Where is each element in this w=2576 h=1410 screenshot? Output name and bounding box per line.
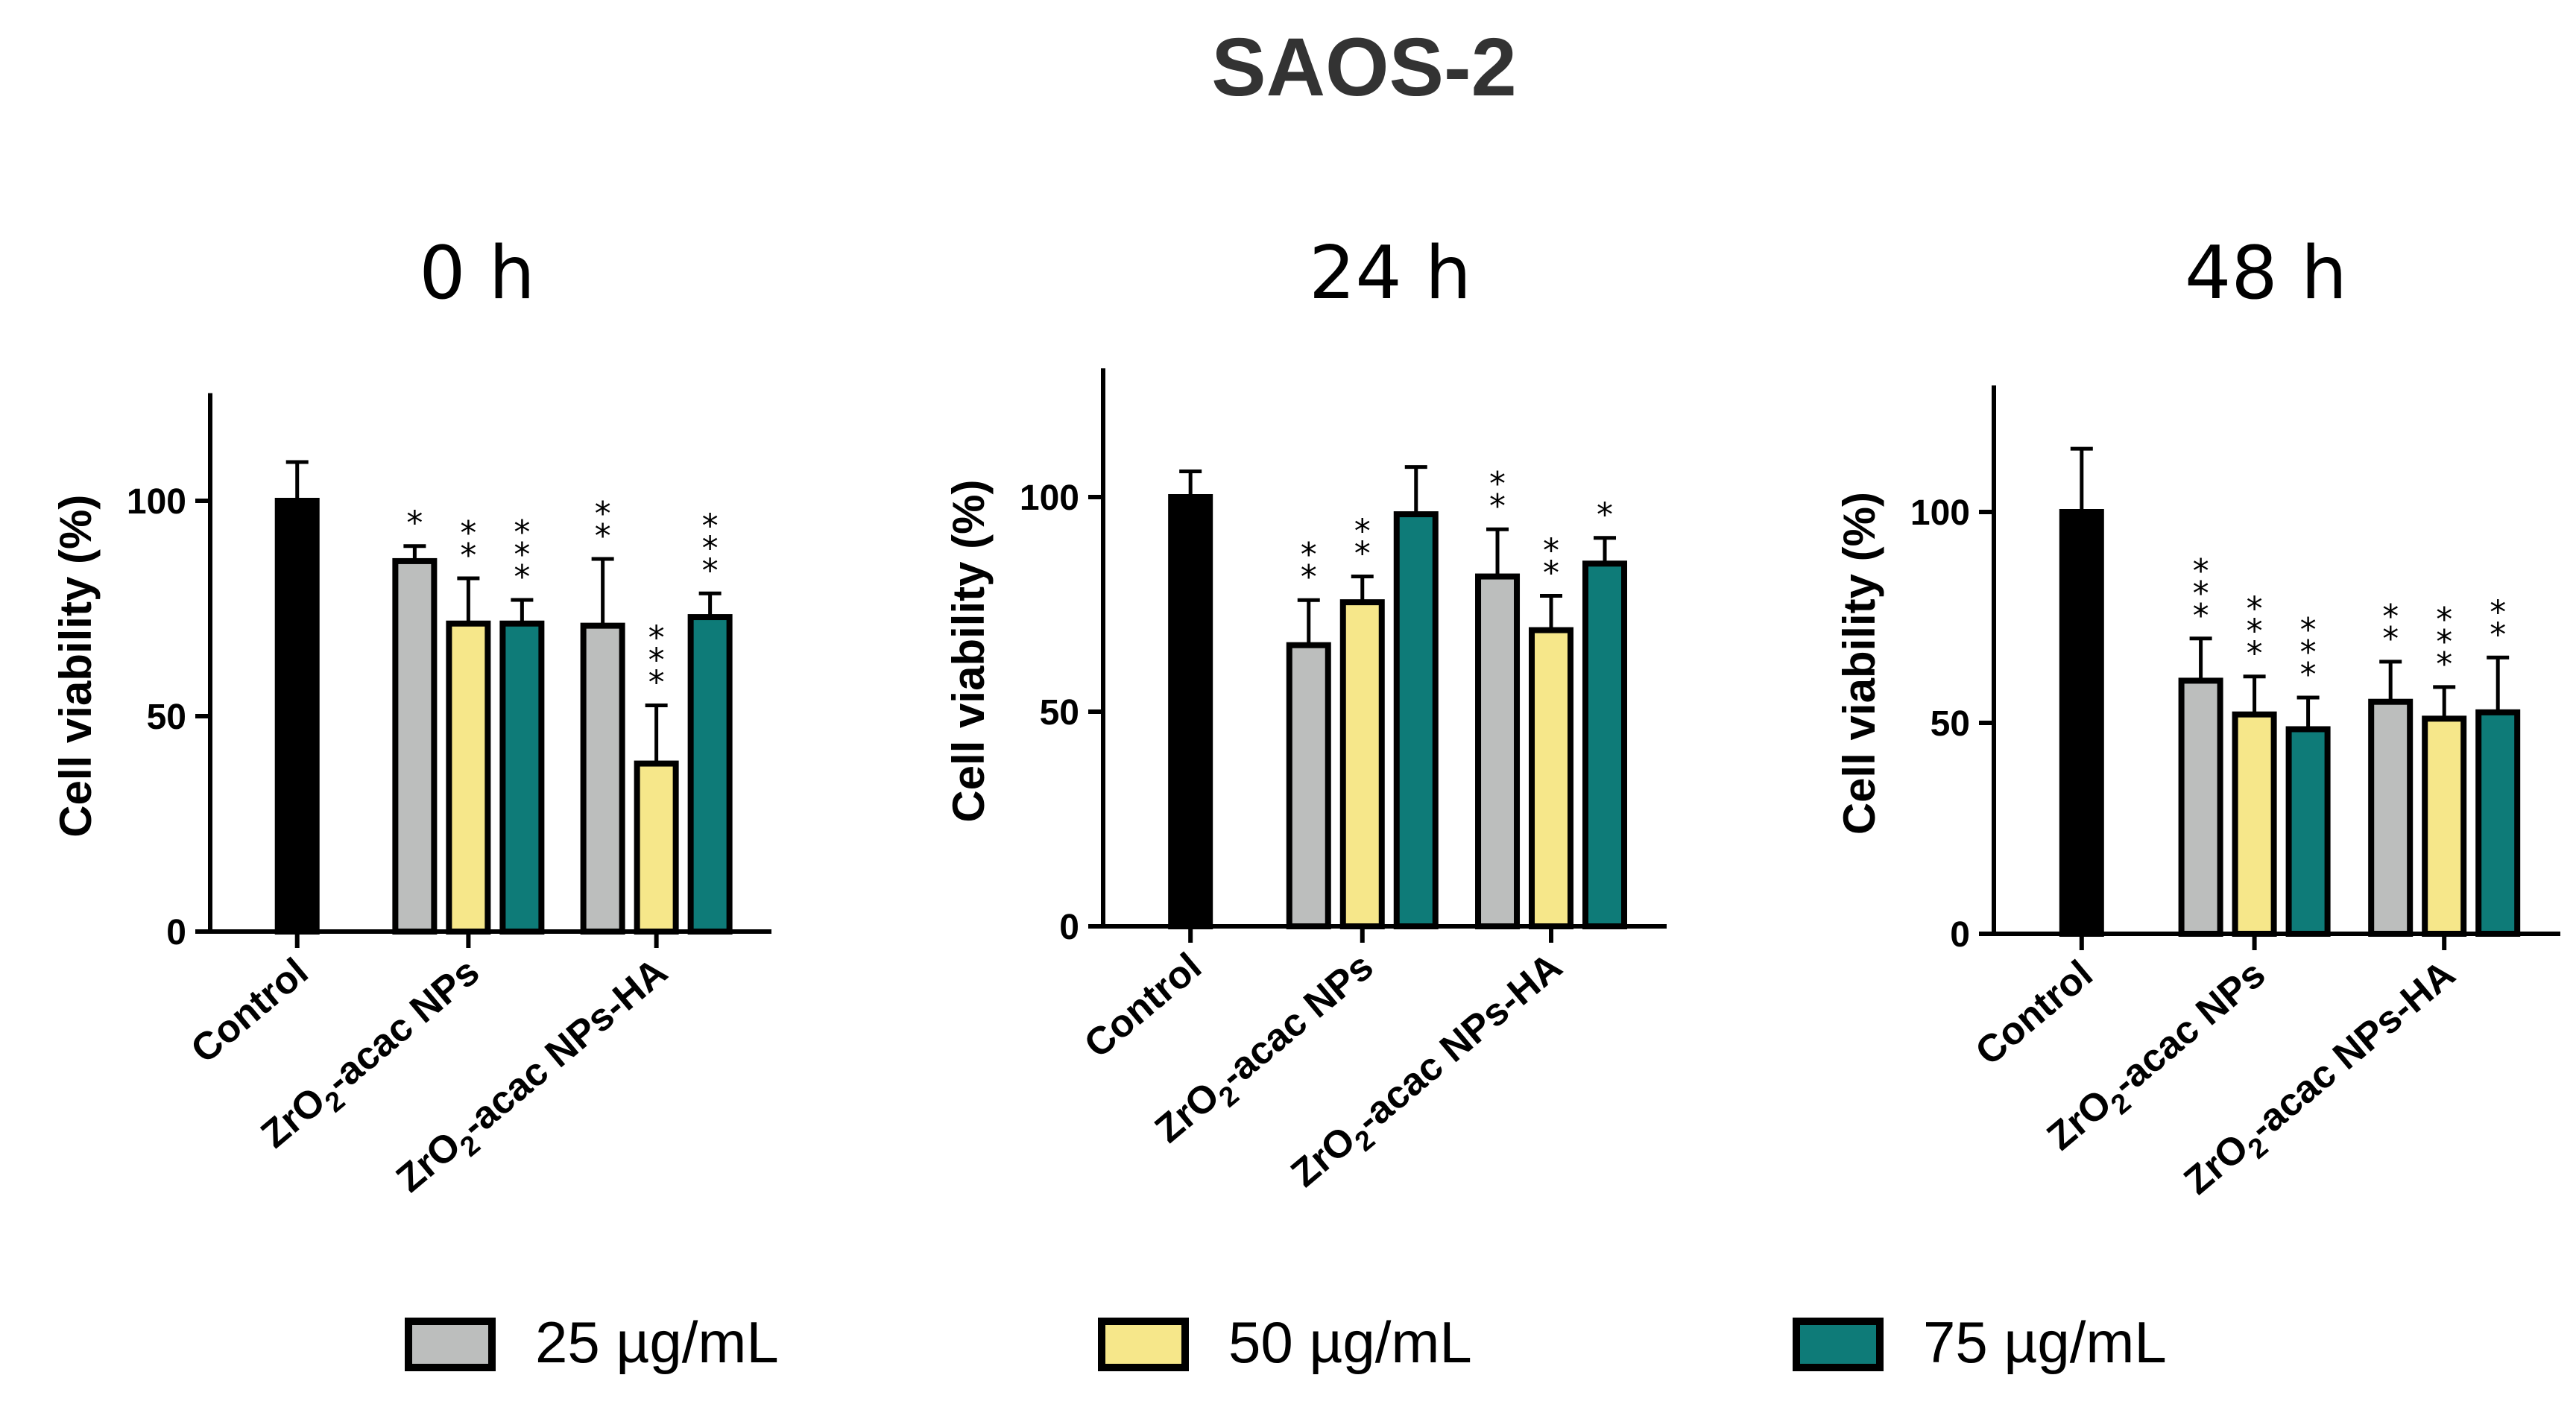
significance-star: * <box>2300 656 2317 694</box>
bar <box>2059 509 2104 937</box>
significance-star: * <box>2247 590 2263 628</box>
significance-star: * <box>702 551 719 589</box>
y-tick-label: 50 <box>1040 693 1079 733</box>
significance-star: * <box>514 536 530 574</box>
y-tick-label: 0 <box>1950 915 1970 955</box>
significance-star: * <box>514 513 530 551</box>
panel-title: 48 h <box>2185 231 2347 316</box>
bar <box>2422 715 2467 938</box>
significance-star: * <box>2382 598 2399 636</box>
significance-star: * <box>595 517 611 555</box>
significance-star: * <box>460 537 476 575</box>
bar <box>1339 599 1385 929</box>
significance-star: * <box>1354 513 1371 551</box>
bar <box>274 498 320 935</box>
significance-star: * <box>2193 597 2209 635</box>
significance-star: * <box>2490 616 2506 654</box>
significance-star: * <box>1301 536 1317 574</box>
bar <box>634 760 679 935</box>
legend-label: 50 µg/mL <box>1228 1309 1472 1375</box>
significance-star: * <box>2300 611 2317 649</box>
bar <box>2232 711 2277 937</box>
significance-star: * <box>2382 620 2399 658</box>
bar <box>1475 573 1521 929</box>
significance-star: * <box>648 619 665 657</box>
y-tick-label: 100 <box>1910 493 1970 533</box>
significance-star: * <box>2436 601 2452 639</box>
bar <box>580 622 625 935</box>
significance-star: * <box>1301 558 1317 596</box>
y-tick-label: 50 <box>147 698 186 737</box>
significance-star: * <box>1543 554 1559 592</box>
legend: 25 µg/mL 50 µg/mL 75 µg/mL <box>405 1309 2167 1375</box>
significance-star: * <box>1597 496 1613 534</box>
y-tick-label: 100 <box>1020 478 1079 518</box>
y-tick-label: 0 <box>166 913 186 952</box>
significance-star: * <box>2193 552 2209 590</box>
bar <box>1529 627 1574 929</box>
legend-label: 25 µg/mL <box>535 1309 779 1375</box>
significance-star: * <box>702 507 719 545</box>
significance-star: * <box>648 642 665 680</box>
legend-swatch <box>1793 1318 1884 1371</box>
y-tick-label: 0 <box>1059 908 1079 947</box>
bar <box>392 557 438 935</box>
y-axis-label: Cell viability (%) <box>944 480 994 823</box>
significance-star: * <box>595 495 611 533</box>
legend-label: 75 µg/mL <box>1923 1309 2167 1375</box>
y-tick-label: 50 <box>1931 704 1970 744</box>
bar <box>1168 494 1213 929</box>
significance-star: * <box>2247 613 2263 651</box>
bar <box>2178 677 2223 938</box>
significance-star: * <box>2490 593 2506 631</box>
significance-star: * <box>1489 487 1506 525</box>
significance-star: * <box>648 664 665 702</box>
panel-title: 0 h <box>419 231 535 316</box>
category-label: Control <box>1076 945 1210 1066</box>
significance-star: * <box>460 514 476 552</box>
significance-star: * <box>406 505 423 543</box>
bar <box>499 620 545 935</box>
significance-star: * <box>2193 575 2209 613</box>
figure-title: SAOS-2 <box>1211 22 1517 113</box>
bar <box>446 620 491 935</box>
significance-star: * <box>702 529 719 567</box>
panel-title: 24 h <box>1309 231 1471 316</box>
significance-star: * <box>1543 531 1559 569</box>
bar <box>1582 560 1628 930</box>
significance-star: * <box>514 558 530 596</box>
y-axis-label: Cell viability (%) <box>1834 492 1884 835</box>
significance-star: * <box>2247 635 2263 673</box>
significance-star: * <box>1489 465 1506 503</box>
significance-star: * <box>1354 535 1371 573</box>
legend-swatch <box>405 1318 496 1371</box>
category-label: Control <box>1968 952 2101 1074</box>
bar <box>1286 642 1331 929</box>
category-label: Control <box>183 950 317 1072</box>
bar <box>1393 511 1439 929</box>
y-tick-label: 100 <box>127 482 186 522</box>
significance-star: * <box>2436 623 2452 661</box>
significance-star: * <box>2300 633 2317 671</box>
bar <box>2285 726 2331 937</box>
bar <box>687 614 733 935</box>
y-axis-label: Cell viability (%) <box>51 495 101 838</box>
significance-star: * <box>2436 645 2452 683</box>
legend-swatch <box>1098 1318 1189 1371</box>
bar <box>2475 709 2521 937</box>
bar <box>2368 698 2414 937</box>
